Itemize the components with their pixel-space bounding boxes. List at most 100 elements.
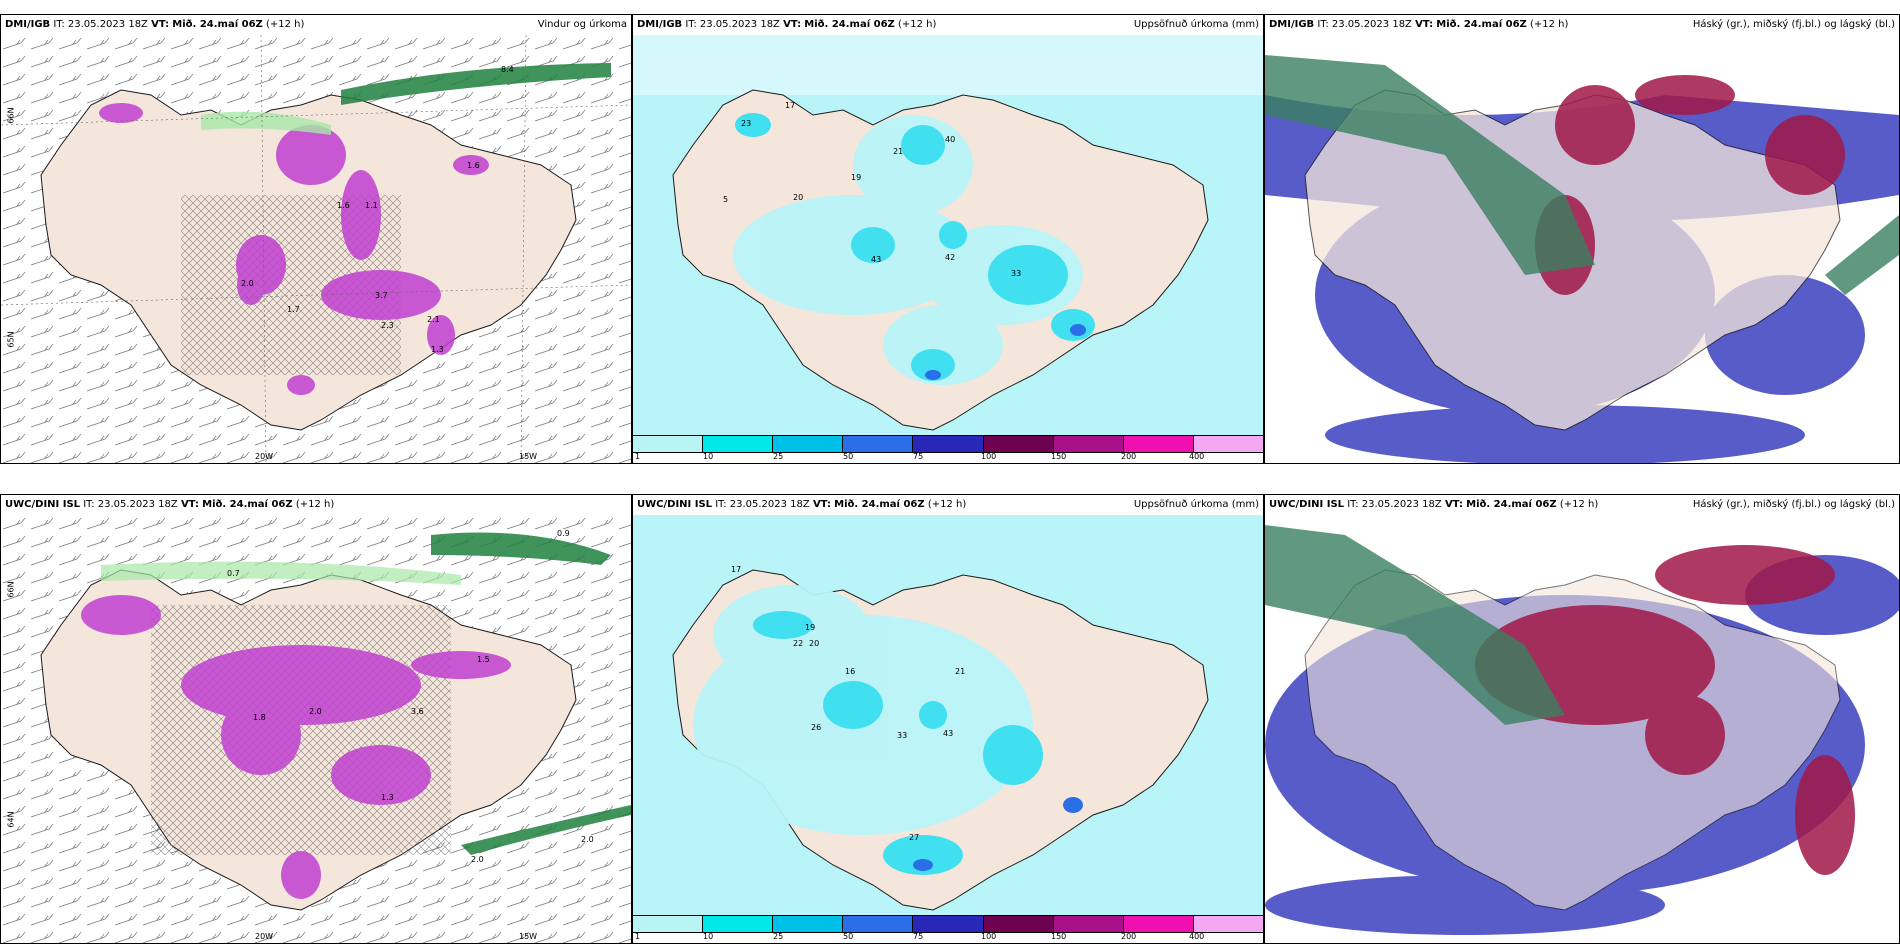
lon-label-20w: 20W — [255, 932, 274, 941]
value-label: 43 — [943, 729, 954, 738]
value-label: 19 — [805, 623, 816, 632]
colorbar-tick: 400 — [1189, 452, 1205, 461]
panel-wind-precip-bottom: UWC/DINI ISL IT: 23.05.2023 18Z VT: Mið.… — [0, 494, 632, 944]
value-label: 19 — [851, 173, 862, 182]
value-label: 0.9 — [557, 529, 570, 538]
colorbar-tick: 25 — [773, 932, 784, 941]
vt-label: VT: — [812, 499, 831, 510]
model-name: UWC/DINI ISL — [637, 499, 713, 510]
colorbar-tick: 200 — [1121, 932, 1137, 941]
colorbar-swatch — [983, 916, 1054, 932]
colorbar-tick: 100 — [981, 932, 997, 941]
lat-label-65n: 65N — [6, 331, 16, 348]
colorbar-tick: 150 — [1051, 452, 1067, 461]
colorbar-swatch — [703, 436, 774, 452]
lead-time: (+12 h) — [927, 499, 967, 510]
value-label: 40 — [945, 135, 956, 144]
colorbar-swatch — [1053, 916, 1124, 932]
colorbar-tick: 10 — [703, 932, 714, 941]
panel-title: Uppsöfnuð úrkoma (mm) — [1133, 499, 1259, 510]
value-label: 1.3 — [431, 345, 444, 354]
value-label: 33 — [897, 731, 908, 740]
value-label: 23 — [741, 119, 752, 128]
panel-header: DMI/IGB IT: 23.05.2023 18Z VT: Mið. 24.m… — [1, 15, 631, 35]
it-label: IT: — [83, 499, 95, 510]
lat-label-64n: 64N — [6, 811, 16, 828]
it-value: 23.05.2023 18Z — [1361, 499, 1442, 510]
it-label: IT: — [1317, 19, 1329, 30]
vt-value: Mið. 24.maí 06Z — [1466, 499, 1557, 510]
lon-label-15w: 15W — [519, 452, 538, 461]
value-label: 2.0 — [581, 835, 594, 844]
value-label: 1.6 — [467, 161, 480, 170]
vt-value: Mið. 24.maí 06Z — [804, 19, 895, 30]
lon-label-15w: 15W — [519, 932, 538, 941]
lead-time: (+12 h) — [1559, 499, 1599, 510]
panel-accum-precip-bottom: UWC/DINI ISL IT: 23.05.2023 18Z VT: Mið.… — [632, 494, 1264, 944]
value-label: 27 — [909, 833, 920, 842]
colorbar-ticks: 1 10 25 50 75 100 150 200 400 — [633, 451, 1263, 463]
colorbar-swatch — [1193, 436, 1263, 452]
lead-time: (+12 h) — [265, 19, 305, 30]
value-label: 1.1 — [365, 201, 378, 210]
colorbar-swatch — [1053, 436, 1124, 452]
lat-label-66n: 66N — [6, 107, 16, 124]
colorbar-tick: 75 — [913, 452, 924, 461]
colorbar-swatch — [913, 916, 984, 932]
it-label: IT: — [685, 19, 697, 30]
colorbar-tick: 10 — [703, 452, 714, 461]
it-label: IT: — [715, 499, 727, 510]
value-label: 8.4 — [501, 65, 514, 74]
vt-label: VT: — [1415, 19, 1434, 30]
value-label: 22 — [793, 639, 804, 648]
model-name: UWC/DINI ISL — [1269, 499, 1345, 510]
colorbar-tick: 1 — [635, 932, 641, 941]
colorbar — [633, 435, 1263, 453]
map-wind-precip — [1, 35, 631, 463]
colorbar-swatch — [1123, 916, 1194, 932]
panel-header: UWC/DINI ISL IT: 23.05.2023 18Z VT: Mið.… — [1, 495, 631, 515]
colorbar-swatch — [703, 916, 774, 932]
panel-title: Uppsöfnuð úrkoma (mm) — [1133, 19, 1259, 30]
value-label: 20 — [809, 639, 820, 648]
panel-clouds-bottom: UWC/DINI ISL IT: 23.05.2023 18Z VT: Mið.… — [1264, 494, 1900, 944]
value-label: 21 — [955, 667, 966, 676]
lead-time: (+12 h) — [897, 19, 937, 30]
value-label: 17 — [785, 101, 796, 110]
value-label: 2.3 — [381, 321, 394, 330]
colorbar-tick: 100 — [981, 452, 997, 461]
panel-header: DMI/IGB IT: 23.05.2023 18Z VT: Mið. 24.m… — [1265, 15, 1899, 35]
vt-label: VT: — [151, 19, 170, 30]
model-name: UWC/DINI ISL — [5, 499, 81, 510]
vt-value: Mið. 24.maí 06Z — [1436, 19, 1527, 30]
lead-time: (+12 h) — [295, 499, 335, 510]
value-label: 21 — [893, 147, 904, 156]
value-label: 1.6 — [337, 201, 350, 210]
vt-label: VT: — [1444, 499, 1463, 510]
lon-label-20w: 20W — [255, 452, 274, 461]
vt-label: VT: — [180, 499, 199, 510]
colorbar-swatch — [1193, 916, 1263, 932]
model-name: DMI/IGB — [5, 19, 51, 30]
lat-label-66n: 66N — [6, 581, 16, 598]
model-name: DMI/IGB — [637, 19, 683, 30]
map-accum-precip — [633, 35, 1263, 435]
model-name: DMI/IGB — [1269, 19, 1315, 30]
panel-header: UWC/DINI ISL IT: 23.05.2023 18Z VT: Mið.… — [1265, 495, 1899, 515]
it-value: 23.05.2023 18Z — [1331, 19, 1412, 30]
vt-value: Mið. 24.maí 06Z — [172, 19, 263, 30]
value-label: 1.7 — [287, 305, 300, 314]
panel-title: Háský (gr.), miðský (fj.bl.) og lágský (… — [1692, 499, 1895, 510]
colorbar-ticks: 1 10 25 50 75 100 150 200 400 — [633, 931, 1263, 943]
panel-header: UWC/DINI ISL IT: 23.05.2023 18Z VT: Mið.… — [633, 495, 1263, 515]
panel-header: DMI/IGB IT: 23.05.2023 18Z VT: Mið. 24.m… — [633, 15, 1263, 35]
value-label: 1.5 — [477, 655, 490, 664]
map-clouds — [1265, 35, 1899, 463]
value-label: 2.1 — [427, 315, 440, 324]
value-label: 2.0 — [471, 855, 484, 864]
value-label: 16 — [845, 667, 856, 676]
vt-value: Mið. 24.maí 06Z — [834, 499, 925, 510]
it-value: 23.05.2023 18Z — [97, 499, 178, 510]
value-label: 1.3 — [381, 793, 394, 802]
colorbar-swatch — [773, 916, 844, 932]
